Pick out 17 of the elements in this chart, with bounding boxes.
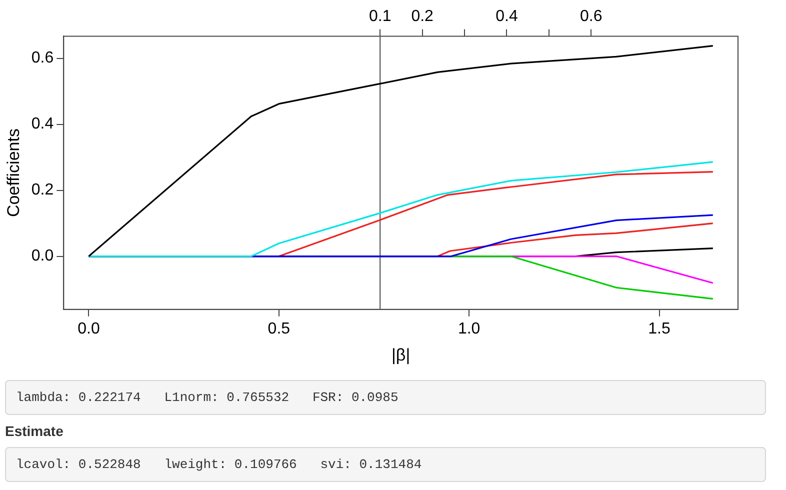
y-tick-label: 0.6 — [31, 50, 54, 67]
x-tick-label: 1.0 — [458, 320, 480, 338]
text: lcavol: 0.522848 lweight: 0.109766 svi: 0.131484 — [5, 447, 766, 482]
x-tick-label: 1.5 — [648, 320, 670, 338]
y-tick-label: 0.2 — [31, 182, 54, 199]
x2-tick-label: 0.6 — [580, 8, 602, 26]
y-tick-label: 0.4 — [31, 116, 54, 133]
text: lambda: 0.222174 L1norm: 0.765532 FSR: 0.0985 — [5, 380, 766, 415]
x2-tick-label: 0.4 — [496, 8, 518, 26]
x-axis-title: |β| — [392, 345, 410, 364]
y-tick-label: 0.0 — [31, 248, 54, 265]
text: Estimate — [5, 423, 64, 439]
x-tick-label: 0.0 — [78, 320, 100, 338]
x2-tick-label: 0.2 — [411, 8, 434, 26]
y-axis-title: Coefficients — [4, 128, 23, 218]
x-tick-label: 0.5 — [268, 320, 290, 338]
x2-tick-label: 0.1 — [369, 8, 392, 26]
